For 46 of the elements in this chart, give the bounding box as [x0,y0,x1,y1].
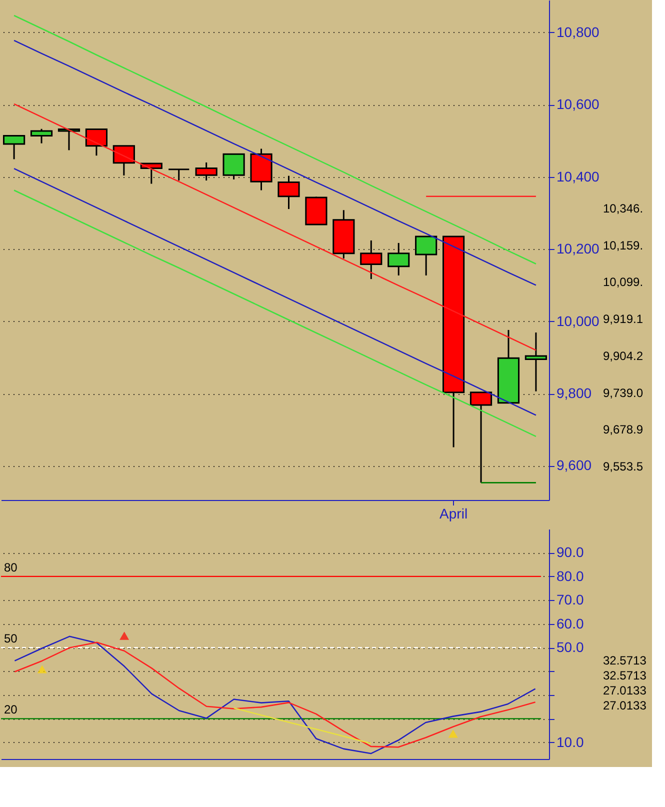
text: 9,678.9 [603,422,644,437]
text: 32.5713 [603,654,647,668]
candlestick [58,128,80,151]
point [120,632,130,640]
text: 10,159. [603,238,644,252]
candlestick [85,128,108,156]
candlestick [168,168,190,182]
y-tick-label: 80.0 [556,568,584,584]
candlestick [278,175,300,210]
y-tick-label: 10,800 [556,24,600,40]
y-tick-label: 10,600 [556,96,600,112]
point [37,665,47,674]
text: 10,099. [603,275,644,290]
text: 9,739.0 [603,386,644,400]
y-tick-label: 9,800 [556,385,592,401]
candlestick [2,134,26,160]
text: 9,553.5 [603,460,644,474]
x-tick-label: April [440,506,468,522]
text: 27.0133 [603,698,647,713]
text: 9,904.2 [603,348,644,363]
y-tick-label: 10,200 [556,240,600,257]
line-series [13,103,537,351]
y-tick-label: 60.0 [556,615,584,632]
y-tick-label: 10.0 [556,734,584,750]
ref-line-label: 20 [4,702,18,717]
line-series [13,40,537,286]
text: 9,919.1 [603,312,644,326]
y-tick-label: 9,600 [556,457,592,474]
text: 27.0133 [603,684,647,698]
line-series [13,190,537,438]
line-series [233,707,372,744]
point [448,730,458,738]
text: 32.5713 [603,668,647,683]
line-series [13,14,537,265]
y-tick-label: 50.0 [556,639,584,656]
text: 10,346. [603,201,644,216]
y-tick-label: 10,400 [556,168,600,184]
candlestick [30,128,53,144]
y-tick-label: 90.0 [556,544,584,560]
line-series [13,168,537,416]
candlestick [388,242,410,276]
ref-line-label: 80 [4,560,18,574]
y-tick-label: 70.0 [556,592,584,608]
ref-line-label: 50 [4,632,18,646]
y-tick-label: 10,000 [556,312,600,329]
candlestick [524,332,548,392]
